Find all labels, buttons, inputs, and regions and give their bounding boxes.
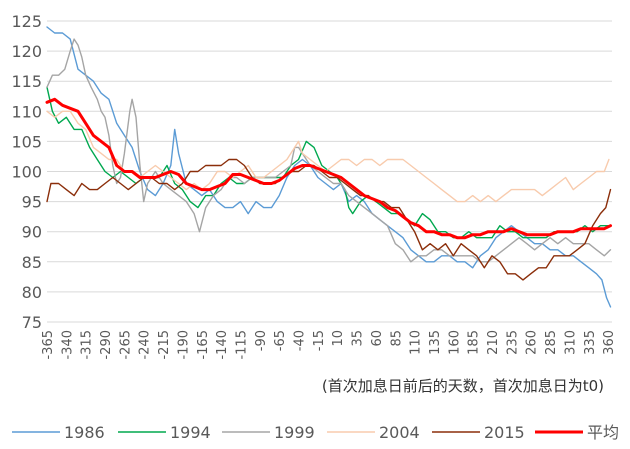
axes: 75 80 85 90 95 100 105 110 115 120 125 -365 -340 -315… [11, 12, 617, 360]
x-tick-label: 110 [409, 330, 424, 355]
y-tick-label: 90 [22, 223, 42, 242]
x-tick-label: -190 [176, 330, 191, 360]
series-line-1994 [46, 86, 612, 239]
x-tick-label: 85 [389, 330, 404, 347]
x-tick-label: -65 [273, 330, 288, 351]
legend-label-2015: 2015 [484, 423, 525, 442]
x-tick-label: -115 [234, 330, 249, 360]
x-tick-label: 185 [467, 330, 482, 355]
series-line-1986 [46, 26, 612, 308]
legend-label-1986: 1986 [64, 423, 105, 442]
x-tick-label: 310 [563, 330, 578, 355]
x-axis-label: (首次加息日前后的天数，首次加息日为t0) [322, 377, 604, 395]
x-tick-label: -265 [118, 330, 133, 360]
legend: 1986 1994 1999 2004 2015 平均 [12, 423, 619, 442]
x-tick-label: 135 [428, 330, 443, 355]
legend-label-平均: 平均 [587, 423, 619, 442]
legend-label-1994: 1994 [170, 423, 211, 442]
x-tick-label: 285 [544, 330, 559, 355]
legend-label-2004: 2004 [379, 423, 420, 442]
x-tick-label: 160 [447, 330, 462, 355]
series-group [45, 26, 612, 308]
x-tick-label: 10 [331, 330, 346, 347]
x-tick-label: -315 [80, 330, 95, 360]
legend-label-1999: 1999 [274, 423, 315, 442]
x-tick-label: 60 [370, 330, 385, 347]
x-tick-label: -40 [293, 330, 308, 351]
x-tick-label: -290 [99, 330, 114, 360]
y-tick-label: 125 [11, 12, 42, 31]
y-tick-label: 110 [11, 102, 42, 121]
y-tick-label: 75 [22, 313, 42, 332]
x-tick-label: 335 [583, 330, 598, 355]
x-tick-label: -215 [157, 330, 172, 360]
y-tick-label: 120 [11, 42, 42, 61]
y-tick-label: 95 [22, 193, 42, 212]
x-tick-label: -165 [196, 330, 211, 360]
x-tick-label: 35 [351, 330, 366, 347]
series-line-2015 [46, 158, 612, 281]
x-tick-label: -140 [215, 330, 230, 360]
x-tick-label: 210 [486, 330, 501, 355]
series-line-1999 [46, 38, 612, 263]
y-tick-label: 80 [22, 283, 42, 302]
series-line-平均 [45, 97, 612, 240]
x-tick-label: 260 [525, 330, 540, 355]
x-tick-label: 360 [602, 330, 617, 355]
y-tick-label: 100 [11, 163, 42, 182]
x-tick-label: -240 [138, 330, 153, 360]
y-tick-label: 85 [22, 253, 42, 272]
x-tick-label: -365 [41, 330, 56, 360]
x-tick-label: -340 [60, 330, 75, 360]
x-tick-label: 235 [505, 330, 520, 355]
y-tick-label: 105 [11, 132, 42, 151]
x-tick-label: -15 [312, 330, 327, 351]
y-tick-label: 115 [11, 72, 42, 91]
x-tick-label: -90 [254, 330, 269, 351]
